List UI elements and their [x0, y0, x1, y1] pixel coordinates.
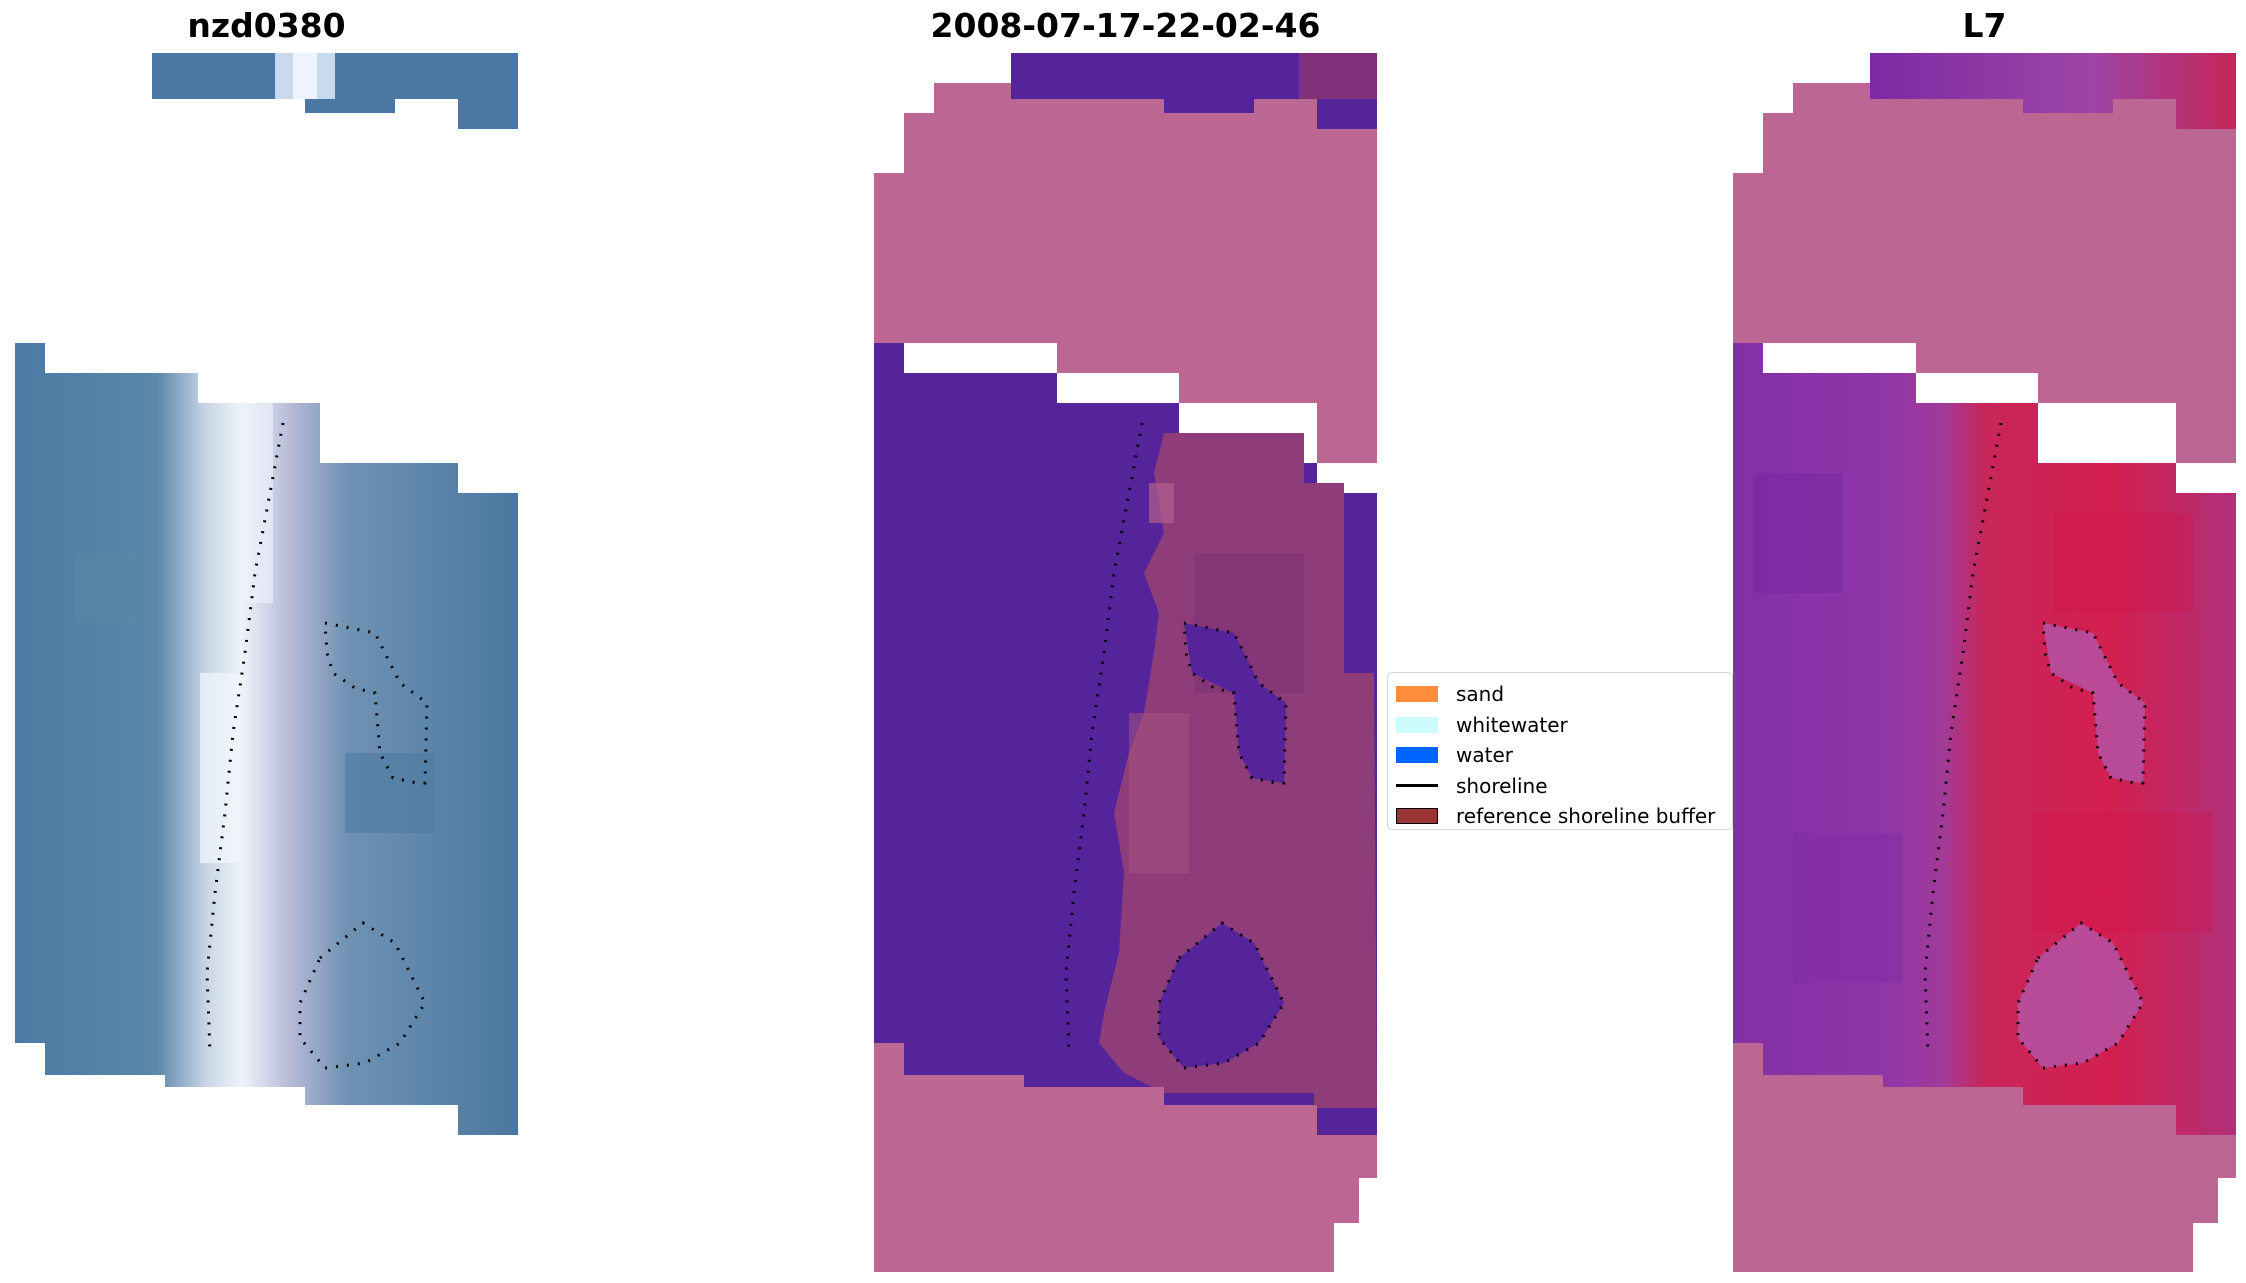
legend-item-reference-buffer: reference shoreline buffer [1396, 801, 1724, 832]
legend: sand whitewater water shoreline referenc… [1387, 672, 1733, 830]
legend-label: water [1456, 743, 1513, 768]
legend-item-shoreline: shoreline [1396, 771, 1724, 802]
legend-swatch-reference-buffer [1396, 808, 1438, 825]
panel-title-index: L7 [1962, 6, 2007, 45]
classified-shoreline [1064, 422, 1288, 1070]
classified-image-panel [874, 53, 1377, 1272]
panel-title-classified: 2008-07-17-22-02-46 [930, 6, 1321, 45]
legend-swatch-sand [1396, 686, 1438, 703]
rgb-image [15, 53, 518, 1135]
legend-label: sand [1456, 682, 1505, 707]
legend-item-sand: sand [1396, 679, 1724, 710]
legend-item-water: water [1396, 740, 1724, 771]
index-main-area [1733, 343, 2236, 1135]
legend-label: shoreline [1456, 773, 1548, 798]
index-mask-bottom [1733, 1043, 2236, 1272]
index-mask-top [1733, 53, 2236, 463]
rgb-shoreline [205, 422, 429, 1070]
classified-image [874, 53, 1377, 1272]
index-shoreline [1923, 422, 2147, 1070]
index-image-panel [1733, 53, 2236, 1272]
rgb-top-strip [152, 53, 518, 129]
legend-label: reference shoreline buffer [1456, 804, 1716, 829]
index-image [1733, 53, 2236, 1272]
legend-swatch-water [1396, 747, 1438, 764]
classified-mask-top [874, 53, 1377, 463]
rgb-image-panel [15, 53, 518, 1272]
panel-title-rgb: nzd0380 [187, 6, 346, 45]
legend-item-whitewater: whitewater [1396, 710, 1724, 741]
classified-mask-bottom [874, 1043, 1377, 1272]
rgb-main-area [15, 343, 518, 1135]
legend-swatch-shoreline [1396, 784, 1438, 788]
legend-swatch-whitewater [1396, 716, 1438, 733]
legend-label: whitewater [1456, 712, 1568, 737]
